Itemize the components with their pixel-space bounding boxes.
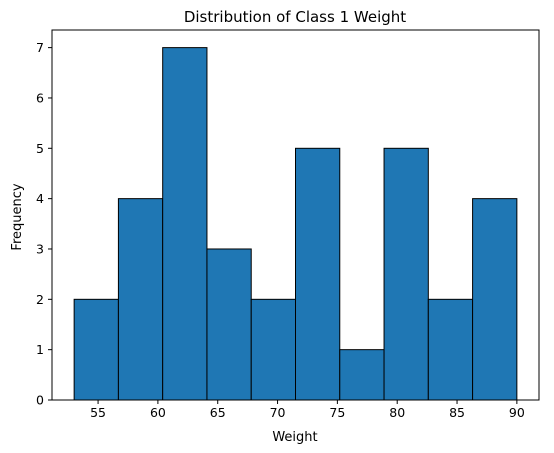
histogram-bar [73, 298, 119, 401]
plot-frame [51, 29, 540, 401]
y-tick-label: 7 [36, 40, 44, 55]
x-tick-label: 80 [389, 405, 405, 420]
histogram-bar [427, 298, 474, 401]
x-tick-label: 70 [270, 405, 286, 420]
x-axis: 55 60 65 70 75 80 85 90 [90, 400, 525, 420]
histogram-bar [295, 147, 341, 401]
histogram-bar [250, 298, 297, 401]
histogram-bar [206, 248, 252, 401]
y-tick-label: 0 [36, 393, 44, 408]
y-tick-label: 2 [36, 292, 44, 307]
y-tick-label: 6 [36, 90, 44, 105]
y-tick-label: 5 [36, 141, 44, 156]
y-axis-label: Frequency [10, 183, 25, 250]
x-tick-label: 65 [210, 405, 226, 420]
x-tick-label: 60 [150, 405, 166, 420]
x-tick-label: 75 [329, 405, 345, 420]
x-tick-label: 90 [509, 405, 525, 420]
histogram-bar [117, 198, 164, 401]
x-tick-label: 85 [449, 405, 465, 420]
chart-title: Distribution of Class 1 Weight [184, 8, 406, 26]
x-tick-label: 55 [90, 405, 106, 420]
histogram-bar [339, 349, 385, 401]
y-axis: 0 1 2 3 4 5 6 7 [36, 40, 52, 408]
histogram-bar [162, 47, 208, 401]
histogram-bar [472, 198, 518, 401]
bars-group [73, 47, 518, 401]
y-tick-label: 4 [36, 191, 44, 206]
histogram-bar [383, 147, 429, 401]
x-axis-label: Weight [272, 430, 317, 445]
y-tick-label: 3 [36, 241, 44, 256]
y-tick-label: 1 [36, 342, 44, 357]
